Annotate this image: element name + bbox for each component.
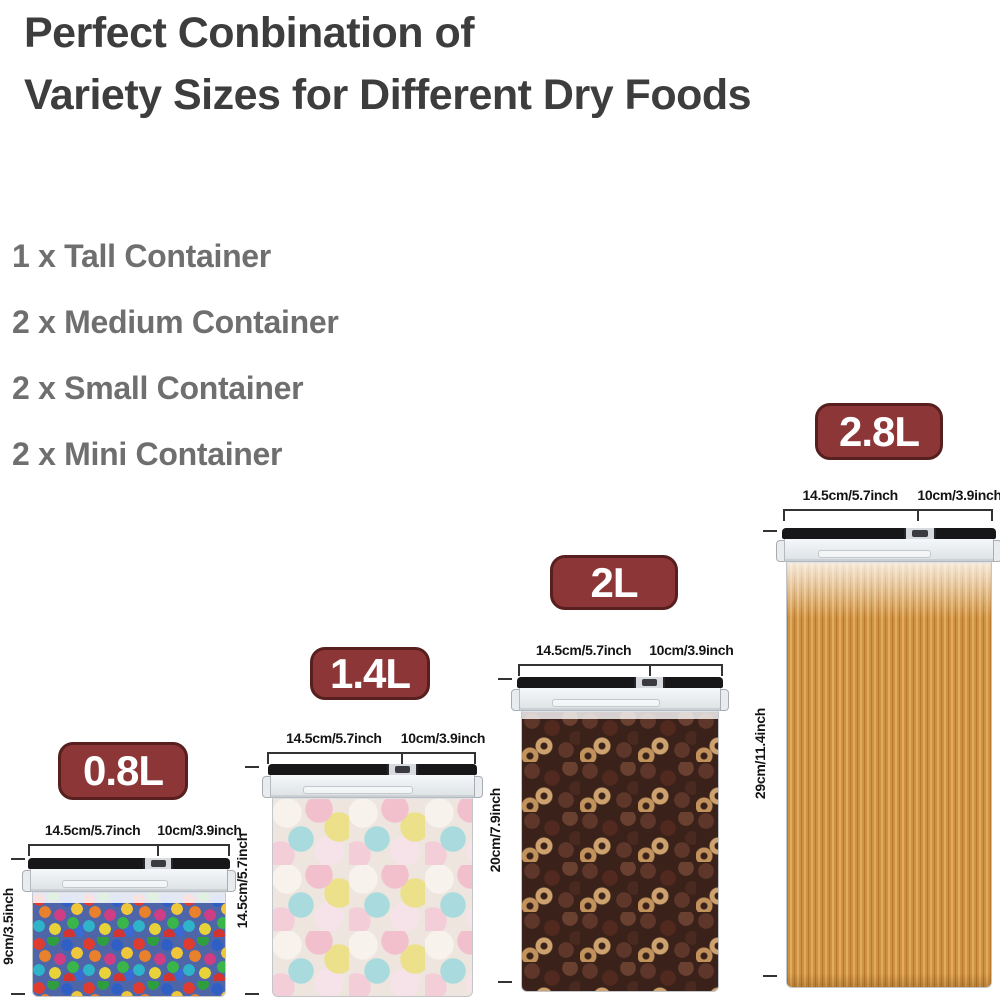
height-dimension-mini: 9cm/3.5inch	[0, 858, 25, 995]
container-lid	[22, 858, 236, 892]
capacity-badge-small: 1.4L	[310, 647, 430, 700]
width-dimension-labels: 14.5cm/5.7inch 10cm/3.9inch	[783, 487, 1000, 507]
lid-flange	[519, 688, 721, 711]
lid-flange	[270, 775, 475, 798]
lid-latch	[387, 764, 419, 775]
top-width-label: 10cm/3.9inch	[157, 822, 242, 838]
kit-contents-item: 1 x Tall Container	[12, 238, 271, 274]
width-dimension-medium: 14.5cm/5.7inch 10cm/3.9inch	[518, 642, 734, 678]
dimension-tick	[157, 844, 160, 856]
width-dimension-small: 14.5cm/5.7inch 10cm/3.9inch	[267, 730, 486, 766]
width-dimension-labels: 14.5cm/5.7inch 10cm/3.9inch	[267, 730, 486, 750]
dimension-tick	[721, 664, 723, 676]
dimension-tick	[991, 509, 993, 521]
width-dimension-line	[267, 752, 476, 766]
dimension-tick	[518, 664, 520, 676]
capacity-badge-mini: 0.8L	[58, 742, 188, 800]
dimension-tick	[400, 752, 403, 764]
width-dimension-labels: 14.5cm/5.7inch 10cm/3.9inch	[28, 822, 242, 842]
height-dimension-tall: 29cm/11.4inch	[752, 530, 777, 977]
lid-latch	[143, 858, 174, 869]
width-dimension-line	[518, 664, 723, 678]
product-title: Perfect Conbination of Variety Sizes for…	[24, 2, 752, 126]
top-length-label: 14.5cm/5.7inch	[802, 487, 898, 503]
container-lid	[511, 677, 729, 711]
dimension-tick	[783, 509, 785, 521]
top-width-label: 10cm/3.9inch	[400, 730, 486, 746]
lid-top-seal	[782, 528, 996, 539]
lid-top-seal	[28, 858, 230, 869]
dimension-tick	[474, 752, 476, 764]
product-title-line1: Perfect Conbination of	[24, 9, 475, 57]
kit-contents-item: 2 x Mini Container	[12, 436, 283, 472]
dimension-tick	[649, 664, 652, 676]
top-length-label: 14.5cm/5.7inch	[44, 822, 141, 838]
width-dimension-tall: 14.5cm/5.7inch 10cm/3.9inch	[783, 487, 1000, 523]
width-dimension-labels: 14.5cm/5.7inch 10cm/3.9inch	[518, 642, 734, 662]
height-label: 29cm/11.4inch	[752, 707, 768, 800]
dimension-tick	[917, 509, 920, 521]
lid-flange	[30, 869, 228, 892]
dimension-tick	[228, 844, 230, 856]
width-dimension-line	[28, 844, 230, 858]
container-photo-tall	[776, 528, 1000, 988]
kit-contents-item: 2 x Small Container	[12, 370, 304, 406]
container-body-cereal	[521, 711, 719, 992]
container-body-marshmallows	[272, 798, 473, 997]
top-length-label: 14.5cm/5.7inch	[286, 730, 382, 746]
container-photo-mini	[22, 858, 236, 997]
width-dimension-line	[783, 509, 993, 523]
height-label: 14.5cm/5.7inch	[234, 832, 250, 929]
lid-top-seal	[268, 764, 477, 775]
lid-flange	[784, 539, 994, 562]
lid-top-seal	[517, 677, 723, 688]
width-dimension-mini: 14.5cm/5.7inch 10cm/3.9inch	[28, 822, 242, 858]
container-photo-small	[262, 764, 483, 997]
top-width-label: 10cm/3.9inch	[649, 642, 734, 658]
kit-contents-item: 2 x Medium Container	[12, 304, 339, 340]
height-label: 9cm/3.5inch	[0, 888, 16, 965]
height-label: 20cm/7.9inch	[487, 788, 503, 873]
capacity-badge-medium: 2L	[550, 555, 678, 610]
lid-latch	[634, 677, 666, 688]
kit-contents-list: 1 x Tall Container 2 x Medium Container …	[12, 238, 339, 502]
container-lid	[776, 528, 1000, 562]
dimension-tick	[267, 752, 269, 764]
container-photo-medium	[511, 677, 729, 992]
dimension-tick	[28, 844, 30, 856]
lid-latch	[903, 528, 937, 539]
height-dimension-small: 14.5cm/5.7inch	[234, 766, 259, 995]
container-lid	[262, 764, 483, 798]
top-length-label: 14.5cm/5.7inch	[535, 642, 632, 658]
height-dimension-medium: 20cm/7.9inch	[487, 678, 512, 983]
capacity-badge-tall: 2.8L	[815, 403, 943, 460]
product-title-line2: Variety Sizes for Different Dry Foods	[24, 71, 752, 119]
top-width-label: 10cm/3.9inch	[917, 487, 1000, 503]
container-body-spaghetti	[786, 562, 992, 988]
container-body-candies	[32, 892, 226, 997]
